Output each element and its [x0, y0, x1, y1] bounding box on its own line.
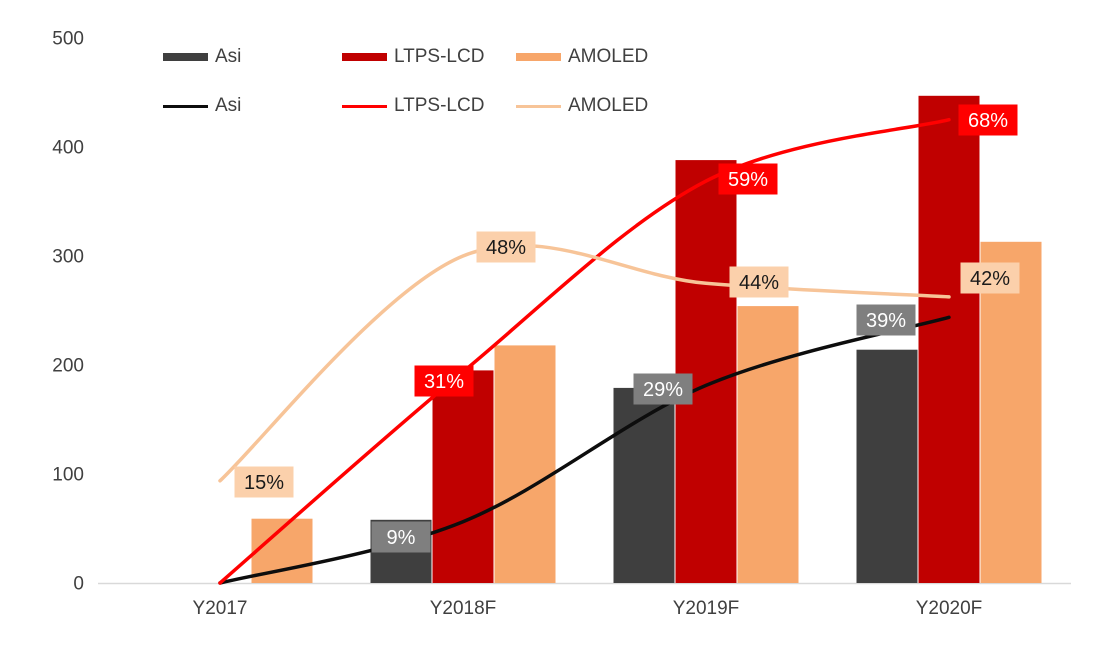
data-label-amoled-y2019f: 44%: [739, 272, 779, 294]
y-axis-tick-label: 400: [52, 138, 84, 159]
data-label-amoled-y2017: 15%: [244, 472, 284, 494]
legend-item-ltps-lcd-bar: LTPS-LCD: [342, 47, 484, 67]
x-axis-category-label: Y2019F: [673, 598, 740, 619]
y-axis-tick-label: 0: [73, 574, 84, 595]
y-axis-tick-label: 100: [52, 465, 84, 486]
data-label-box-amoled-y2019f: [729, 266, 789, 298]
data-label-ltps-lcd-y2020f: 68%: [968, 110, 1008, 132]
data-label-box-amoled-y2020f: [960, 262, 1020, 294]
bar-amoled-y2020f: [980, 241, 1042, 584]
data-label-box-ltps-lcd-y2020f: [958, 104, 1018, 136]
data-label-amoled-y2020f: 42%: [970, 268, 1010, 290]
bar-amoled-y2018f: [494, 345, 556, 583]
legend-line-swatch-ltps-lcd-icon: [342, 104, 387, 108]
data-label-box-asi-y2019f: [633, 373, 693, 405]
legend-bar-swatch-asi-icon: [163, 53, 208, 61]
data-label-ltps-lcd-y2019f: 59%: [728, 169, 768, 191]
data-label-box-asi-y2018f: [371, 521, 431, 553]
legend-item-asi-bar: Asi: [163, 47, 241, 67]
legend-line-swatch-asi-icon: [163, 104, 208, 108]
legend-item-ltps-lcd-line: LTPS-LCD: [342, 96, 484, 116]
data-label-asi-y2019f: 29%: [643, 379, 683, 401]
line-amoled: [218, 243, 951, 483]
legend-item-amoled-bar: AMOLED: [516, 47, 648, 67]
x-axis-category-label: Y2017: [193, 598, 248, 619]
line-asi: [218, 315, 951, 585]
bar-ltps-lcd-y2019f: [675, 160, 737, 583]
y-axis-tick-label: 200: [52, 356, 84, 377]
legend-label-asi-bar: Asi: [215, 46, 242, 67]
bar-amoled-y2019f: [737, 306, 799, 583]
legend-label-amoled-bar: AMOLED: [568, 46, 649, 67]
y-axis-tick-label: 300: [52, 247, 84, 268]
legend-bar-swatch-amoled-icon: [516, 53, 561, 61]
data-label-box-ltps-lcd-y2018f: [414, 365, 474, 397]
legend-line-swatch-amoled-icon: [516, 104, 561, 108]
y-axis-tick-label: 500: [52, 29, 84, 50]
data-label-asi-y2020f: 39%: [866, 310, 906, 332]
x-axis-category-label: Y2020F: [916, 598, 983, 619]
bar-asi-y2019f: [613, 387, 675, 583]
legend-item-asi-line: Asi: [163, 96, 241, 116]
legend-label-amoled-line: AMOLED: [568, 95, 649, 116]
data-label-box-asi-y2020f: [856, 304, 916, 336]
x-axis-category-label: Y2018F: [430, 598, 497, 619]
legend-bar-swatch-ltps-lcd-icon: [342, 53, 387, 61]
line-ltps-lcd: [218, 117, 951, 585]
bar-asi-y2020f: [856, 349, 918, 583]
data-label-box-ltps-lcd-y2019f: [718, 163, 778, 195]
bar-ltps-lcd-y2018f: [432, 370, 494, 583]
legend-item-amoled-line: AMOLED: [516, 96, 648, 116]
data-label-box-amoled-y2018f: [476, 231, 536, 263]
legend-label-asi-line: Asi: [215, 95, 242, 116]
legend-label-ltps-lcd-line: LTPS-LCD: [394, 95, 485, 116]
data-label-box-amoled-y2017: [234, 466, 294, 498]
data-label-asi-y2018f: 9%: [387, 527, 416, 549]
data-label-amoled-y2018f: 48%: [486, 237, 526, 259]
bar-ltps-lcd-y2020f: [918, 95, 980, 584]
data-label-ltps-lcd-y2018f: 31%: [424, 371, 464, 393]
legend-label-ltps-lcd-bar: LTPS-LCD: [394, 46, 485, 67]
